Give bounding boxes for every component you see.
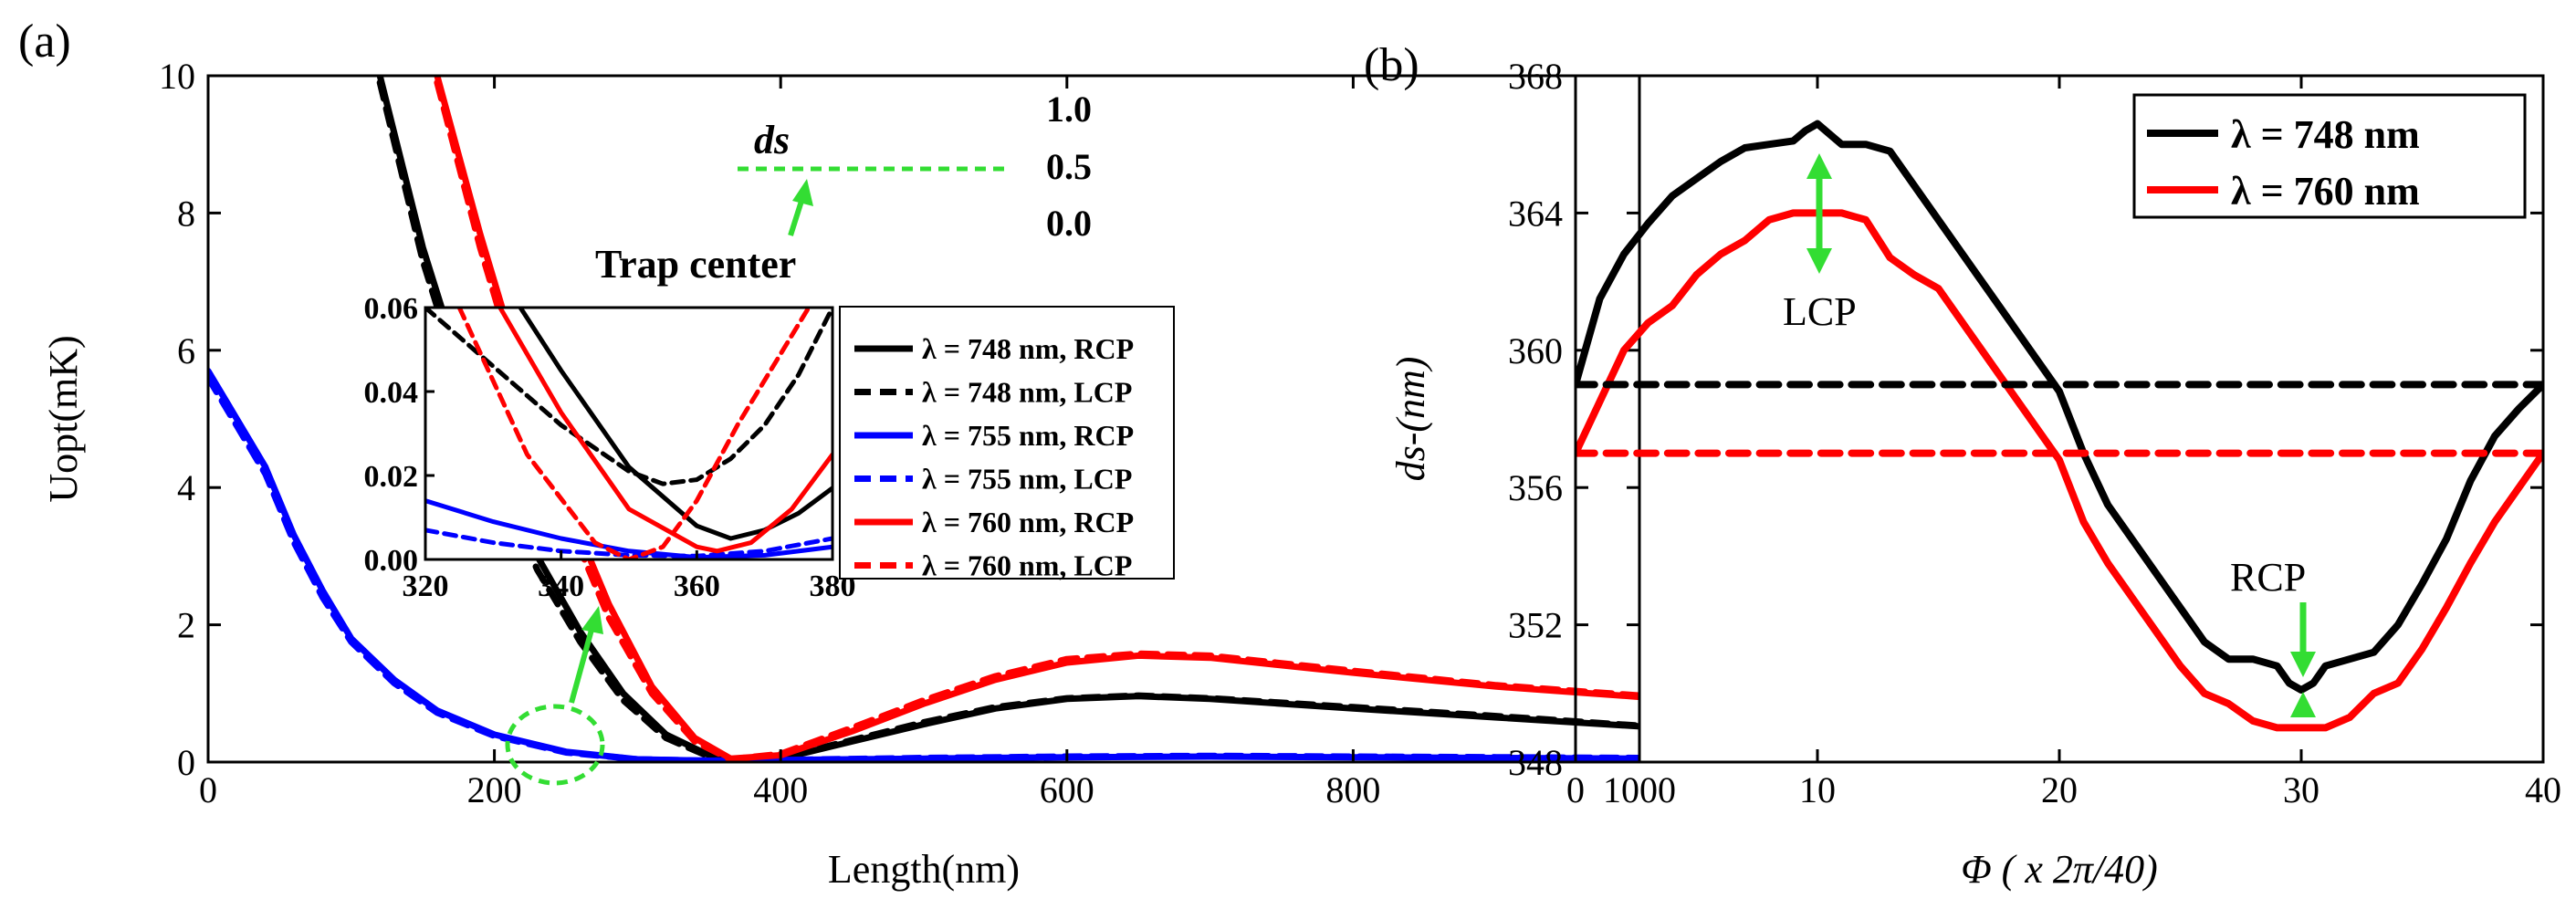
panel-a-ytick-label: 4 [177,467,195,508]
lcp-arrow-down-head [1806,248,1832,274]
panel-b-ytick-label: 352 [1508,605,1563,646]
inset-xtick-label: 320 [403,569,449,603]
panel-b-ytick-label: 368 [1508,56,1563,97]
panel-b-xtick-label: 20 [2041,769,2078,810]
panel-b-series-1 [1576,209,2543,732]
panel-a-xtick-label: 0 [199,769,217,810]
panel-a-xtick-label: 200 [467,769,522,810]
panel-a-xtick-label: 400 [753,769,808,810]
lcp-label: LCP [1783,289,1857,334]
rcp-label: RCP [2230,555,2306,600]
panel-a-ytick-label: 10 [159,56,195,97]
legend-b-label-0: λ = 748 nm [2231,112,2420,157]
inset-arrow-head [581,606,603,634]
trap-region-circle [505,704,605,786]
ds-annotation-label: ds [754,118,790,162]
inset-ytick-label: 0.02 [364,460,419,494]
inset-frame [424,306,834,561]
panel-b: 0 10 20 30 40 348 352 356 360 364 368 Φ ( x 2π/40)… [1388,56,2561,892]
panel-b-legend: λ = 748 nm λ = 760 nm [2132,93,2527,219]
legend-a-label-3: λ = 755 nm, LCP [922,463,1132,496]
panel-a-ytick-label: 8 [177,193,195,234]
panel-a-ytick-label: 6 [177,330,195,371]
panel-a-xtick-label: 1000 [1603,769,1676,810]
panel-b-label: (b) [1364,39,1419,91]
panel-b-xtick-label: 10 [1799,769,1836,810]
scale-value-mid: 0.5 [1046,146,1092,187]
panel-b-xtick-label: 0 [1566,769,1585,810]
lcp-arrow-up-head [1806,153,1832,179]
panel-b-ylabel: ds-(nm) [1388,357,1433,482]
trap-center-label: Trap center [595,242,796,287]
panel-a: 0 200 400 600 800 1000 0 2 4 6 8 10 Length(nm) Uopt… [41,56,1676,892]
panel-b-legend-box [2132,93,2527,219]
panel-b-xtick-label: 30 [2283,769,2319,810]
panel-b-xtick-label: 40 [2525,769,2561,810]
panel-a-ylabel: Uopt(mK) [41,335,86,502]
panel-b-series-0 [1576,120,2543,694]
panel-b-ytick-label: 360 [1508,330,1563,371]
scale-value-bottom: 0.0 [1046,203,1092,244]
panel-b-xlabel: Φ ( x 2π/40) [1961,847,2158,892]
scale-value-top: 1.0 [1046,89,1092,130]
inset-ytick-label: 0.06 [364,292,419,326]
panel-a-label: (a) [18,16,71,68]
panel-a-xtick-label: 600 [1040,769,1094,810]
panel-b-ytick-label: 356 [1508,467,1563,508]
panel-b-ytick-label: 364 [1508,193,1563,234]
panel-a-frame [206,74,1641,764]
panel-b-ytick-label: 348 [1508,742,1563,783]
inset-ytick-label: 0.00 [364,544,419,578]
rcp-arrow-up-head [2290,692,2316,717]
trap-center-arrow-head [792,179,813,206]
panel-a-ytick-label: 0 [177,742,195,783]
legend-a-label-5: λ = 760 nm, LCP [922,549,1132,582]
inset-arrow-line [569,629,594,704]
inset-xtick-label: 360 [674,569,720,603]
panel-a-legend: λ = 748 nm, RCP λ = 748 nm, LCP λ = 755 nm… [839,306,1175,582]
inset-series-0 [518,308,832,541]
panel-a-xlabel: Length(nm) [828,847,1020,892]
inset-series-2 [425,498,832,559]
panel-a-legend-box [839,306,1175,580]
legend-b-label-1: λ = 760 nm [2231,169,2420,214]
panel-a-series-3 [208,374,1639,762]
inset-xtick-label: 340 [538,569,584,603]
inset-background [425,308,832,559]
inset-series-1 [425,308,832,486]
legend-a-label-1: λ = 748 nm, LCP [922,376,1132,409]
panel-a-ytick-label: 2 [177,605,195,646]
legend-a-label-0: λ = 748 nm, RCP [922,332,1134,365]
inset-ytick-label: 0.04 [364,376,419,410]
inset-series-3 [425,528,832,559]
inset-series-5 [456,308,812,559]
legend-a-label-2: λ = 755 nm, RCP [922,419,1134,452]
legend-a-label-4: λ = 760 nm, RCP [922,506,1134,538]
inset-series-4 [497,308,832,554]
rcp-arrow-down-head [2290,652,2316,677]
panel-a-xtick-label: 800 [1325,769,1380,810]
